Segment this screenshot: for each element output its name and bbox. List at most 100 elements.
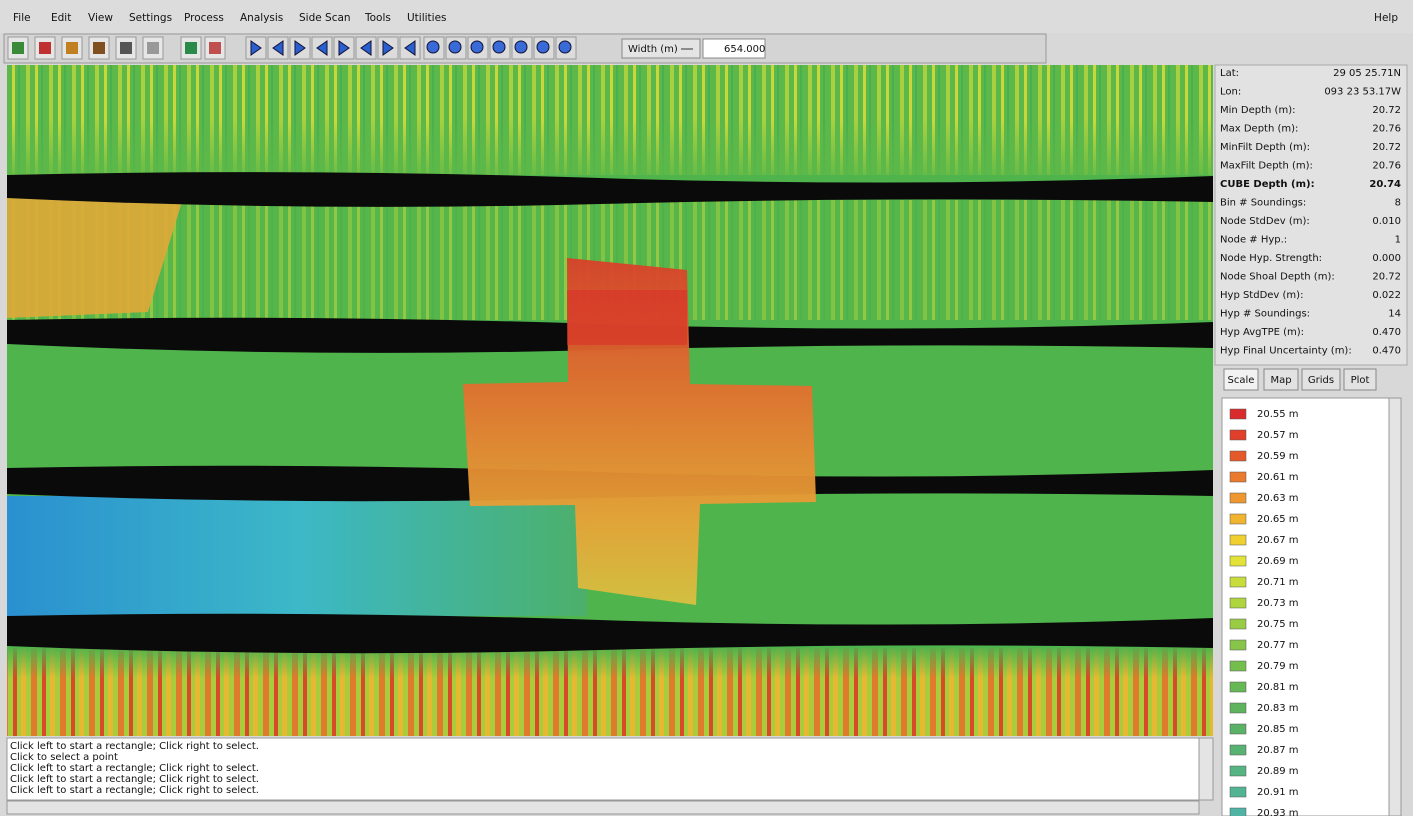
info-value: 0.470	[1372, 346, 1401, 357]
scale-legend	[1221, 397, 1391, 816]
info-value: 20.74	[1369, 179, 1401, 190]
log-hscrollbar[interactable]	[6, 800, 1200, 815]
menu-item[interactable]: Utilities	[407, 12, 447, 24]
legend-swatch	[1229, 786, 1247, 798]
info-value: 8	[1395, 198, 1401, 209]
legend-label: 20.71 m	[1257, 577, 1299, 588]
legend-label: 20.83 m	[1257, 703, 1299, 714]
menu-item[interactable]: Side Scan	[299, 12, 351, 24]
legend-swatch	[1229, 555, 1247, 567]
info-label: Min Depth (m):	[1220, 105, 1295, 116]
info-label: CUBE Depth (m):	[1220, 179, 1315, 190]
legend-label: 20.65 m	[1257, 514, 1299, 525]
tool-icon	[12, 42, 24, 54]
width-label: Width (m)	[628, 44, 678, 55]
legend-label: 20.79 m	[1257, 661, 1299, 672]
width-dropdown[interactable]	[621, 38, 701, 59]
tool-icon	[294, 40, 306, 56]
info-label: Node Shoal Depth (m):	[1220, 272, 1335, 283]
legend-scrollbar[interactable]	[1388, 397, 1402, 816]
tool-icon	[316, 40, 328, 56]
menu-item[interactable]: Process	[184, 12, 224, 24]
legend-swatch	[1229, 597, 1247, 609]
legend-label: 20.89 m	[1257, 766, 1299, 777]
legend-swatch	[1229, 660, 1247, 672]
legend-swatch	[1229, 618, 1247, 630]
map-view[interactable]	[7, 65, 1213, 736]
tab-label[interactable]: Plot	[1351, 375, 1370, 386]
info-value: 14	[1388, 309, 1401, 320]
tool-icon	[120, 42, 132, 54]
legend-label: 20.91 m	[1257, 787, 1299, 798]
tool-icon	[514, 40, 528, 54]
tab-label[interactable]: Scale	[1228, 375, 1255, 386]
legend-items: 20.55 m 20.57 m 20.59 m 20.61 m 20.63 m 20.65…	[1229, 408, 1299, 816]
tool-icon	[470, 40, 484, 54]
tab[interactable]	[1301, 368, 1341, 391]
info-value: 29 05 25.71N	[1333, 68, 1401, 79]
legend-swatch	[1229, 492, 1247, 504]
tool-icon	[492, 40, 506, 54]
legend-label: 20.59 m	[1257, 451, 1299, 462]
info-value: 0.010	[1372, 216, 1401, 227]
menu-item[interactable]: Help	[1374, 12, 1398, 24]
legend-label: 20.77 m	[1257, 640, 1299, 651]
menu-item[interactable]: Tools	[364, 12, 391, 24]
menu-item[interactable]: Edit	[51, 12, 71, 24]
info-value: 0.022	[1372, 290, 1401, 301]
menu-item[interactable]: Settings	[129, 12, 172, 24]
info-value: 20.76	[1372, 124, 1401, 135]
tab-label[interactable]: Map	[1270, 375, 1291, 386]
legend-swatch	[1229, 513, 1247, 525]
menu: File Edit View Settings Process Analysis Side …	[13, 12, 447, 24]
info-value: 20.72	[1372, 142, 1401, 153]
legend-label: 20.55 m	[1257, 409, 1299, 420]
info-panel	[1214, 64, 1408, 366]
info-list: Lat: 29 05 25.71N Lon: 093 23 53.17W Min Dep…	[1220, 68, 1401, 357]
info-value: 1	[1395, 235, 1401, 246]
info-label: MaxFilt Depth (m):	[1220, 161, 1313, 172]
info-label: Node Hyp. Strength:	[1220, 253, 1322, 264]
tool-icon	[382, 40, 394, 56]
tool-icon	[360, 40, 372, 56]
legend-label: 20.61 m	[1257, 472, 1299, 483]
log-line: Click left to start a rectangle; Click r…	[10, 741, 259, 752]
tab[interactable]	[1223, 368, 1259, 391]
log-line: Click left to start a rectangle; Click r…	[10, 774, 259, 785]
info-value: 0.470	[1372, 327, 1401, 338]
legend-label: 20.73 m	[1257, 598, 1299, 609]
info-label: Max Depth (m):	[1220, 124, 1298, 135]
legend-swatch	[1229, 744, 1247, 756]
legend-swatch	[1229, 471, 1247, 483]
legend-swatch	[1229, 807, 1247, 816]
tab-label[interactable]: Grids	[1308, 375, 1334, 386]
tool-icon	[93, 42, 105, 54]
tool-icon	[185, 42, 197, 54]
info-value: 0.000	[1372, 253, 1401, 264]
tool-icon	[250, 40, 262, 56]
menu-bar	[0, 0, 1413, 33]
toolbar-buttons	[7, 36, 577, 60]
legend-label: 20.69 m	[1257, 556, 1299, 567]
tool-icon	[39, 42, 51, 54]
legend-swatch	[1229, 723, 1247, 735]
info-label: Node # Hyp.:	[1220, 235, 1287, 246]
tool-icon	[272, 40, 284, 56]
tab[interactable]	[1343, 368, 1377, 391]
legend-swatch	[1229, 681, 1247, 693]
log-scrollbar[interactable]	[1198, 737, 1214, 801]
message-log	[6, 737, 1200, 801]
tab[interactable]	[1263, 368, 1299, 391]
menu-item[interactable]: View	[88, 12, 113, 24]
tool-icon	[66, 42, 78, 54]
legend-label: 20.85 m	[1257, 724, 1299, 735]
menu-item[interactable]: Analysis	[240, 12, 283, 24]
tool-icon	[558, 40, 572, 54]
info-label: Hyp # Soundings:	[1220, 309, 1310, 320]
tool-icon	[404, 40, 416, 56]
width-input[interactable]	[702, 38, 766, 59]
info-label: MinFilt Depth (m):	[1220, 142, 1310, 153]
menu-item[interactable]: File	[13, 12, 31, 24]
legend-label: 20.93 m	[1257, 808, 1299, 816]
